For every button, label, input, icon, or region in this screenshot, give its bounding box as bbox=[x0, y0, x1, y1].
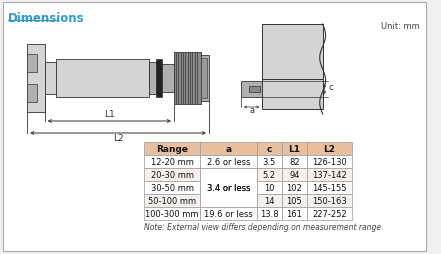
Bar bbox=[157, 60, 162, 98]
Bar bbox=[307, 168, 352, 181]
Bar bbox=[307, 155, 352, 168]
Bar bbox=[257, 207, 282, 220]
Text: 10: 10 bbox=[264, 183, 274, 192]
Bar bbox=[149, 63, 157, 95]
Text: 126-130: 126-130 bbox=[312, 157, 347, 166]
Bar bbox=[200, 194, 257, 207]
Bar bbox=[282, 155, 307, 168]
Text: c: c bbox=[266, 145, 272, 153]
Bar bbox=[282, 168, 307, 181]
Text: 50-100 mm: 50-100 mm bbox=[148, 196, 196, 205]
Text: 12-20 mm: 12-20 mm bbox=[150, 157, 194, 166]
Bar bbox=[45, 63, 56, 95]
Text: L2: L2 bbox=[323, 145, 336, 153]
Bar bbox=[144, 168, 200, 181]
Bar bbox=[27, 45, 45, 113]
Bar bbox=[257, 181, 282, 194]
Text: a: a bbox=[249, 106, 254, 115]
Bar bbox=[282, 207, 307, 220]
Bar bbox=[144, 155, 200, 168]
Bar bbox=[200, 207, 257, 220]
Text: c: c bbox=[329, 83, 333, 92]
Bar bbox=[257, 194, 282, 207]
Text: Dimensions: Dimensions bbox=[8, 12, 84, 25]
Text: 2.6 or less: 2.6 or less bbox=[207, 157, 250, 166]
Bar bbox=[282, 194, 307, 207]
Bar bbox=[144, 207, 200, 220]
Text: 137-142: 137-142 bbox=[312, 170, 347, 179]
Bar bbox=[307, 194, 352, 207]
Bar bbox=[27, 55, 37, 73]
Text: 14: 14 bbox=[264, 196, 274, 205]
Bar bbox=[144, 194, 200, 207]
Text: 19.6 or less: 19.6 or less bbox=[204, 209, 253, 218]
Bar bbox=[282, 181, 307, 194]
Bar bbox=[144, 181, 200, 194]
Text: 227-252: 227-252 bbox=[312, 209, 347, 218]
Bar bbox=[144, 142, 200, 155]
Bar bbox=[307, 207, 352, 220]
Text: 161: 161 bbox=[287, 209, 303, 218]
Text: 94: 94 bbox=[289, 170, 300, 179]
Text: 102: 102 bbox=[287, 183, 303, 192]
Text: L1: L1 bbox=[104, 109, 115, 119]
Text: L2: L2 bbox=[113, 133, 123, 142]
Bar bbox=[200, 155, 257, 168]
Bar bbox=[249, 87, 261, 93]
Bar bbox=[262, 80, 323, 109]
Text: 3.5: 3.5 bbox=[262, 157, 276, 166]
Bar bbox=[282, 142, 307, 155]
Bar bbox=[162, 65, 174, 93]
Bar bbox=[201, 56, 209, 102]
Text: 150-163: 150-163 bbox=[312, 196, 347, 205]
Text: 3.4 or less: 3.4 or less bbox=[207, 183, 250, 192]
Bar bbox=[201, 59, 207, 99]
Bar bbox=[200, 168, 257, 207]
Bar bbox=[27, 85, 37, 103]
Bar bbox=[257, 168, 282, 181]
Bar bbox=[174, 53, 201, 105]
Text: 5.2: 5.2 bbox=[263, 170, 276, 179]
Text: 30-50 mm: 30-50 mm bbox=[150, 183, 194, 192]
Text: 145-155: 145-155 bbox=[312, 183, 347, 192]
Text: Range: Range bbox=[156, 145, 188, 153]
Text: Unit: mm: Unit: mm bbox=[381, 22, 420, 31]
Text: 100-300 mm: 100-300 mm bbox=[145, 209, 199, 218]
Text: a: a bbox=[225, 145, 232, 153]
Bar bbox=[200, 181, 257, 194]
Text: Note: External view differs depending on measurement range.: Note: External view differs depending on… bbox=[144, 222, 383, 231]
Bar bbox=[56, 60, 149, 98]
Text: 82: 82 bbox=[289, 157, 300, 166]
Bar bbox=[307, 142, 352, 155]
Bar bbox=[257, 142, 282, 155]
Bar bbox=[200, 142, 257, 155]
Bar bbox=[262, 25, 323, 80]
Text: 20-30 mm: 20-30 mm bbox=[150, 170, 194, 179]
Bar bbox=[241, 82, 262, 98]
Text: 105: 105 bbox=[287, 196, 303, 205]
Bar bbox=[200, 168, 257, 181]
Bar bbox=[307, 181, 352, 194]
Text: 3.4 or less: 3.4 or less bbox=[207, 183, 250, 192]
Bar bbox=[257, 155, 282, 168]
Text: L1: L1 bbox=[288, 145, 300, 153]
Text: 13.8: 13.8 bbox=[260, 209, 279, 218]
